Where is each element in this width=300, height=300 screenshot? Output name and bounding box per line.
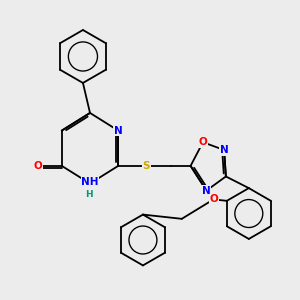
Text: N: N: [202, 186, 211, 196]
Text: N: N: [114, 126, 123, 136]
Text: O: O: [34, 161, 43, 171]
Text: N: N: [220, 145, 229, 155]
Text: O: O: [209, 194, 218, 204]
Text: H: H: [85, 190, 93, 199]
Text: S: S: [143, 161, 150, 171]
Text: NH: NH: [81, 177, 99, 187]
Text: O: O: [199, 137, 207, 147]
